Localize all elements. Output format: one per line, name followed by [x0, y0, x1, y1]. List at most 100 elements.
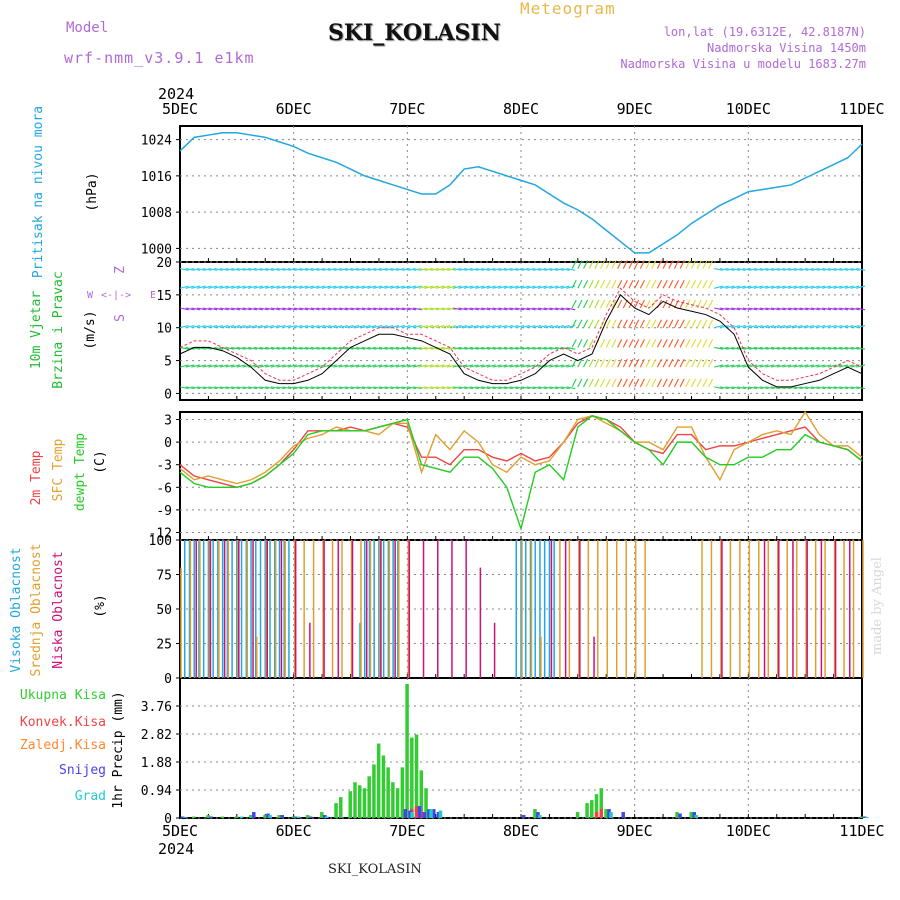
wind-arrow [367, 268, 377, 271]
wind-arrow [276, 268, 286, 271]
wind-arrow [464, 268, 474, 271]
wind-arrow [424, 285, 434, 289]
wind-arrow [827, 268, 837, 271]
wind-arrow [537, 268, 547, 271]
wind-arrow [708, 378, 714, 388]
wind-arrow [407, 307, 417, 311]
elevation-text: Nadmorska Visina 1450m [707, 41, 866, 55]
wind-arrow [816, 364, 826, 368]
wind-arrow [395, 364, 405, 368]
wind-arrow [492, 386, 502, 390]
wind-arrow [543, 364, 553, 368]
wind-arrow [424, 307, 434, 311]
wind-arrow [583, 260, 589, 269]
wind-arrow [645, 319, 651, 328]
wind-arrow [293, 324, 303, 329]
wind-arrow [605, 260, 611, 269]
wind-arrow [537, 285, 547, 289]
xtick-label-bottom: 8DEC [503, 822, 539, 840]
wind-arrow [765, 324, 775, 329]
wind-arrow [492, 285, 502, 289]
wind-arrow [304, 268, 314, 271]
wind-arrow [196, 268, 206, 271]
wind-arrow [765, 307, 775, 311]
wind-arrow [225, 346, 235, 350]
wind-arrow [554, 364, 564, 368]
wind-arrow [452, 386, 462, 390]
precip-bar [357, 785, 362, 818]
wind-arrow [793, 285, 803, 289]
wind-arrow [714, 307, 724, 311]
wind-arrow [833, 268, 843, 271]
wind-arrow [651, 280, 657, 289]
wind-arrow [588, 378, 594, 388]
wind-arrow [191, 386, 201, 390]
wind-arrow [287, 346, 297, 350]
wind-arrow [339, 268, 349, 271]
ylabel-cloud-unit: (%) [93, 594, 108, 617]
wind-arrow [304, 386, 314, 390]
wind-arrow [605, 378, 611, 388]
wind-arrow [719, 285, 729, 289]
wind-arrow [327, 386, 337, 390]
wind-arrow [236, 307, 246, 311]
wind-arrow [520, 285, 530, 289]
wind-arrow [770, 346, 780, 350]
wind-arrow [367, 324, 377, 329]
wind-arrow [651, 378, 657, 388]
station-title: SKI_KOLASIN [328, 20, 501, 46]
wind-arrow [520, 364, 530, 368]
wind-arrow [475, 285, 485, 289]
precip-bar [367, 776, 371, 818]
precip-series-2 [181, 806, 867, 818]
wind-arrow [378, 285, 388, 289]
wind-arrow [656, 260, 662, 269]
wind-arrow [412, 346, 422, 350]
precip-bar [427, 809, 431, 818]
wind-arrow [566, 307, 576, 311]
wind-arrow [447, 307, 457, 311]
wind-arrow [515, 324, 525, 329]
wind-arrow [679, 260, 685, 269]
wind-arrow [571, 378, 577, 388]
wind-arrow [719, 268, 729, 271]
wind-arrow [725, 268, 735, 271]
wind-arrow [651, 319, 657, 328]
wind-arrow [742, 346, 752, 350]
wind-arrow [407, 386, 417, 390]
wind-arrow [748, 268, 758, 271]
wind-arrow [509, 364, 519, 368]
wind-arrow [498, 364, 508, 368]
wind-arrow [503, 307, 513, 311]
precip-series-0 [192, 683, 864, 818]
wind-arrow [634, 319, 640, 328]
wind-arrow [577, 299, 583, 309]
wind-arrow [702, 299, 708, 309]
wind-arrow [202, 324, 212, 329]
ylabel-precip: 1hr Precip (mm) [111, 691, 126, 808]
wind-arrow [469, 386, 479, 390]
wind-arrow [702, 358, 708, 368]
cloud-series-2 [195, 540, 851, 678]
wind-arrow [679, 339, 685, 348]
wind-arrow [793, 364, 803, 368]
wind-arrow [424, 386, 434, 390]
wind-arrow [673, 358, 680, 368]
wind-arrow [503, 268, 513, 271]
panel-precipitation: 0 0.94 1.88 2.82 3.76 [141, 677, 863, 827]
wind-arrow [191, 307, 201, 311]
wind-arrow [429, 364, 439, 368]
wind-arrow [816, 268, 826, 271]
wind-arrow [679, 378, 685, 388]
wind-arrow [731, 285, 741, 289]
wind-arrow [384, 364, 394, 368]
wind-arrow [481, 346, 491, 350]
wind-arrow [339, 346, 349, 350]
precip-legend-1: Konvek.Kisa [20, 715, 106, 730]
wind-arrow [418, 268, 428, 271]
wind-arrow [748, 285, 758, 289]
precip-bar [860, 816, 864, 818]
wind-arrow [299, 285, 309, 289]
wind-arrow [270, 386, 280, 390]
wind-arrow [231, 268, 241, 271]
